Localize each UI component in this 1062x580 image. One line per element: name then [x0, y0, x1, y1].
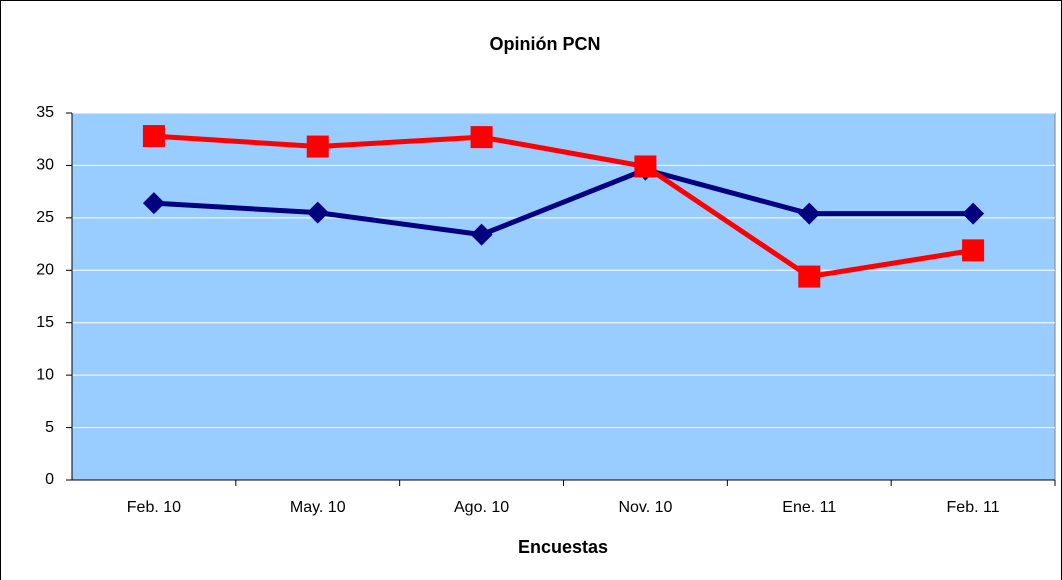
y-tick-label: 15 — [36, 314, 54, 331]
x-tick-label: Feb. 11 — [947, 499, 1000, 516]
series-line — [153, 133, 974, 280]
series-line — [153, 167, 974, 238]
marker — [142, 125, 165, 148]
marker — [306, 135, 329, 158]
x-tick-label: Ene. 11 — [782, 499, 836, 516]
marker — [306, 201, 329, 224]
y-tick-label: 5 — [45, 419, 54, 436]
x-tick-label: May. 10 — [290, 499, 346, 516]
y-tick-label: 0 — [45, 471, 54, 488]
chart-title: Opinión PCN — [490, 34, 601, 54]
marker — [142, 192, 165, 215]
marker — [798, 265, 821, 288]
plot-area — [71, 112, 1056, 481]
marker — [470, 223, 493, 246]
y-tick-label: 25 — [36, 209, 54, 226]
marker — [634, 155, 657, 178]
y-tick-label: 10 — [36, 366, 54, 383]
x-tick-label: Ago. 10 — [454, 499, 509, 516]
x-axis-label: Encuestas — [518, 537, 608, 557]
x-tick-label: Feb. 10 — [127, 499, 181, 516]
y-tick-label: 35 — [36, 104, 54, 121]
marker — [962, 202, 985, 225]
y-tick-label: 30 — [36, 157, 54, 174]
marker — [962, 239, 985, 262]
y-tick-label: 20 — [36, 262, 54, 279]
x-tick-label: Nov. 10 — [618, 499, 672, 516]
marker — [470, 126, 493, 149]
marker — [798, 202, 821, 225]
